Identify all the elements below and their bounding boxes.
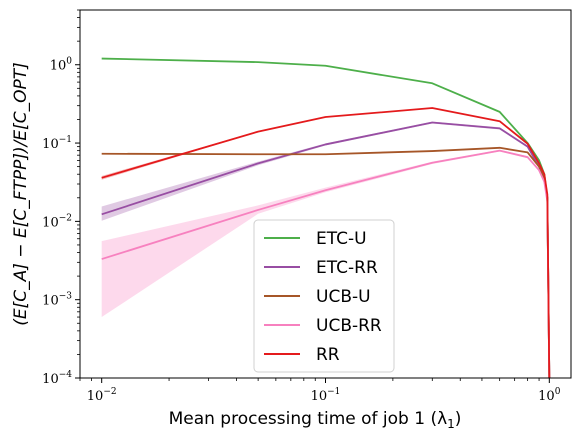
x-tick-label: 10−1 — [311, 387, 341, 404]
legend-box — [253, 219, 395, 373]
line-rr — [101, 107, 551, 379]
legend-label-ucb-u: UCB-U — [316, 287, 371, 307]
y-tick-label: 10−1 — [42, 135, 72, 152]
x-tick-label: 100 — [538, 387, 561, 404]
line-ucb-rr — [101, 149, 551, 379]
legend: ETC-U ETC-RR UCB-U UCB-RR RR — [253, 219, 395, 373]
y-tick-label: 10−4 — [42, 370, 72, 387]
x-axis: 10−2 10−1 100 — [79, 378, 561, 404]
y-tick-label: 10−2 — [42, 213, 72, 230]
y-axis-label: (E[C_A] − E[C_FTPP])/E[C_OPT] — [11, 62, 31, 325]
y-tick-label: 10−3 — [42, 292, 72, 309]
x-tick-label: 10−2 — [87, 387, 117, 404]
y-axis: 10−4 10−3 10−2 10−1 100 — [42, 9, 80, 387]
series-lines — [101, 57, 551, 379]
legend-label-etc-u: ETC-U — [316, 229, 367, 249]
y-tick-label: 100 — [50, 57, 73, 74]
x-axis-label: Mean processing time of job 1 (λ1) — [169, 409, 462, 431]
legend-label-ucb-rr: UCB-RR — [316, 316, 382, 336]
legend-label-rr: RR — [316, 345, 340, 365]
legend-label-etc-rr: ETC-RR — [316, 258, 378, 278]
